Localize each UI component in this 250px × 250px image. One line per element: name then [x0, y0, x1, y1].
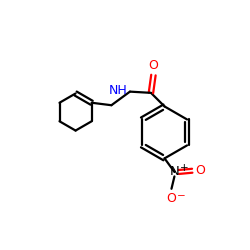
Text: O: O: [195, 164, 205, 177]
Text: NH: NH: [109, 84, 128, 97]
Text: −: −: [177, 191, 186, 201]
Text: O: O: [166, 192, 176, 205]
Text: +: +: [180, 163, 188, 173]
Text: N: N: [170, 166, 179, 178]
Text: O: O: [148, 59, 158, 72]
